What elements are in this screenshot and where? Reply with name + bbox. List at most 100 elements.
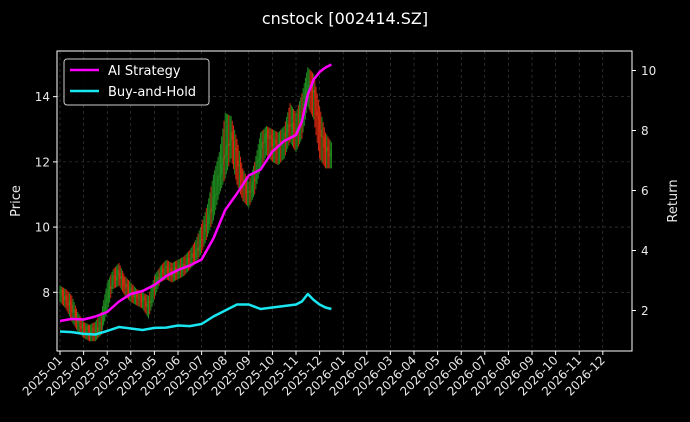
candle-body (80, 326, 82, 329)
candle-body (85, 330, 87, 333)
candle-body (126, 283, 128, 287)
candle-body (289, 125, 291, 127)
candle-body (67, 303, 69, 306)
candle-body (309, 80, 311, 83)
candle-body (71, 305, 73, 313)
candle-body (180, 270, 183, 272)
candle-body (248, 190, 250, 192)
candle-body (178, 265, 180, 269)
candle-body (282, 134, 284, 143)
legend-label-ai-strategy: AI Strategy (108, 64, 181, 79)
candle-body (267, 129, 269, 138)
candle-body (294, 130, 296, 134)
candle-body (144, 296, 146, 301)
candle-body (130, 288, 132, 292)
candle-body (329, 155, 331, 157)
candle-body (244, 180, 246, 187)
candle-body (330, 151, 332, 156)
candle-body (167, 272, 170, 274)
candle-body (287, 124, 289, 132)
candle-body (203, 232, 205, 241)
candle-body (151, 291, 153, 301)
candle-body (296, 127, 298, 130)
candle-body (228, 143, 230, 146)
candle-body (211, 207, 213, 212)
candle-body (152, 286, 154, 292)
candle-body (150, 300, 152, 303)
y-axis-label: Price (9, 185, 24, 217)
candle-body (218, 175, 220, 177)
candle-body (198, 247, 200, 252)
candle-body (208, 214, 210, 225)
candle-body (94, 328, 96, 335)
candle-body (156, 276, 158, 286)
candle-body (229, 139, 231, 146)
y2-tick-label: 4 (641, 244, 649, 258)
legend-box (63, 58, 210, 106)
series-lines (59, 63, 332, 336)
candle-body (252, 178, 255, 183)
candle-body (231, 131, 233, 141)
candle-body (319, 118, 321, 130)
candle-body (224, 154, 226, 160)
candle-body (195, 250, 197, 258)
candle-body (137, 297, 139, 300)
candle-body (117, 270, 119, 276)
candle-body (271, 138, 273, 147)
candle-body (199, 239, 202, 248)
candle-body (86, 326, 88, 331)
y2-tick-label: 10 (641, 64, 656, 78)
legend-label-buy-and-hold: Buy-and-Hold (108, 85, 196, 100)
candle-body (323, 137, 325, 148)
candle-body (113, 275, 115, 277)
legend: AI Strategy Buy-and-Hold (63, 58, 210, 106)
candle-body (112, 275, 114, 285)
candle-body (142, 300, 144, 302)
candle-body (317, 115, 320, 119)
candle-body (217, 176, 219, 186)
candle-body (166, 266, 168, 273)
candle-body (275, 139, 277, 145)
candlesticks (59, 67, 332, 342)
chart-title: cnstock [002414.SZ] (262, 9, 428, 28)
candle-body (284, 133, 286, 137)
candle-body (201, 239, 203, 241)
candle-body (170, 268, 172, 271)
candle-body (304, 92, 307, 104)
candle-body (251, 182, 253, 192)
candle-body (110, 286, 112, 289)
candle-body (249, 190, 251, 193)
candle-body (116, 275, 118, 281)
candle-body (90, 330, 92, 336)
candle-body (196, 247, 198, 251)
candle-body (81, 323, 84, 329)
candle-body (159, 272, 161, 280)
candle-body (247, 191, 249, 194)
y-axis-right: 2 4 6 8 10 (632, 64, 656, 318)
candle-body (158, 276, 160, 280)
candle-body (84, 326, 86, 333)
candle-body (157, 276, 159, 278)
candle-body (73, 309, 75, 312)
candle-body (125, 283, 127, 289)
candle-body (191, 253, 193, 258)
candle-body (268, 137, 270, 139)
candle-body (131, 288, 133, 294)
candle-body (320, 129, 322, 137)
candle-body (164, 268, 166, 275)
candle-body (129, 291, 131, 294)
candle-body (250, 191, 252, 193)
candle-body (119, 273, 121, 280)
candle-body (291, 122, 294, 124)
candle-body (241, 169, 243, 181)
candle-body (311, 91, 314, 94)
candle-body (226, 143, 229, 146)
candle-body (140, 295, 143, 302)
series-line-ai-strategy (59, 63, 332, 323)
candle-body (315, 99, 317, 112)
candle-body (123, 277, 125, 286)
y-tick-label: 10 (35, 221, 50, 235)
candle-body (189, 260, 191, 264)
candle-body (172, 272, 174, 277)
